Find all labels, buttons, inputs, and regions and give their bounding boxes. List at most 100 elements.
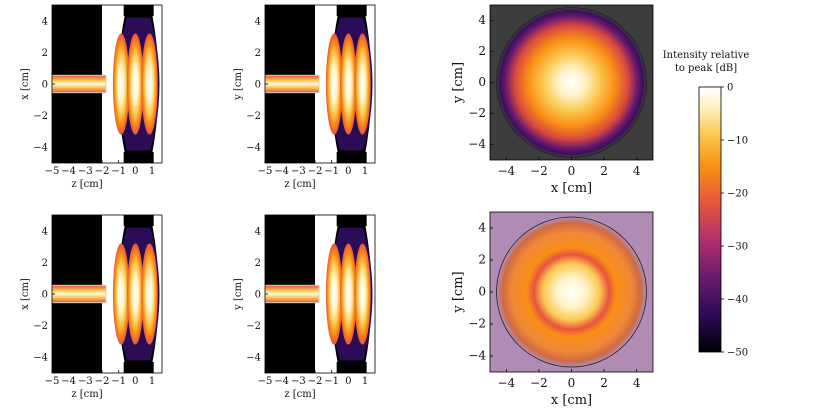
outer-region	[363, 5, 375, 163]
x-tick-label: −1	[111, 166, 126, 177]
y-tick-label: 2	[478, 44, 486, 58]
y-tick-label: 4	[42, 16, 48, 27]
y-tick-label: 4	[42, 226, 48, 237]
y-axis-label: y [cm]	[451, 62, 466, 104]
x-tick-label: −4	[61, 376, 76, 387]
y-tick-label: −4	[33, 353, 48, 364]
x-tick-label: 1	[149, 376, 155, 387]
x-tick-label: −2	[530, 164, 548, 178]
x-tick-label: −3	[291, 166, 306, 177]
y-tick-label: −4	[33, 143, 48, 154]
x-tick-label: −4	[497, 376, 515, 390]
field-lobe	[325, 33, 343, 135]
colorbar-tick-label: −30	[727, 242, 748, 253]
colorbar-gradient	[698, 86, 722, 353]
y-tick-label: 4	[478, 13, 486, 27]
waveguide-channel	[52, 284, 107, 304]
x-tick-label: −3	[78, 166, 93, 177]
top-cap	[123, 215, 154, 227]
x-axis-label: z [cm]	[71, 179, 102, 190]
x-tick-label: 0	[345, 166, 351, 177]
y-tick-label: 4	[255, 16, 261, 27]
x-tick-label: 0	[132, 376, 138, 387]
field-lobe	[340, 33, 357, 135]
x-tick-label: −4	[497, 164, 515, 178]
x-tick-label: −2	[530, 376, 548, 390]
field-lobe	[141, 243, 158, 345]
x-tick-label: 4	[633, 164, 641, 178]
x-tick-label: −2	[308, 376, 323, 387]
y-tick-label: −2	[33, 321, 48, 332]
x-tick-label: 2	[600, 376, 608, 390]
field-lobe	[127, 33, 144, 135]
heatmap-field	[52, 5, 162, 163]
waveguide-channel	[265, 284, 320, 304]
x-tick-label: −2	[95, 166, 110, 177]
x-tick-label: 1	[149, 166, 155, 177]
top-cap	[123, 5, 154, 17]
y-axis-label: y [cm]	[451, 271, 466, 313]
x-tick-label: −3	[78, 376, 93, 387]
y-tick-label: 0	[255, 80, 261, 91]
heatmap-field	[265, 5, 375, 163]
y-tick-label: −4	[246, 143, 261, 154]
bottom-cap	[336, 151, 367, 163]
field-lobe	[354, 243, 371, 345]
heatmap-field	[490, 212, 653, 372]
field-lobe	[141, 33, 158, 135]
bottom-cap	[123, 151, 154, 163]
x-tick-label: −5	[258, 376, 273, 387]
x-tick-label: 2	[600, 164, 608, 178]
x-tick-label: −5	[45, 166, 60, 177]
top-cap	[336, 5, 367, 17]
x-axis-label: z [cm]	[71, 389, 102, 400]
aperture-disc	[496, 216, 647, 368]
x-tick-label: −2	[308, 166, 323, 177]
bottom-cap	[123, 361, 154, 373]
y-tick-label: −2	[33, 111, 48, 122]
field-lobe	[112, 243, 130, 345]
x-axis-label: z [cm]	[284, 179, 315, 190]
field-lobe	[325, 243, 343, 345]
x-tick-label: −4	[274, 166, 289, 177]
x-tick-label: −2	[95, 376, 110, 387]
y-tick-label: 4	[255, 226, 261, 237]
colorbar-title-line1: Intensity relative	[663, 50, 750, 61]
y-tick-label: −2	[246, 321, 261, 332]
heatmap-field	[52, 215, 162, 373]
y-tick-label: 2	[42, 258, 48, 269]
colorbar-tick-label: −10	[727, 136, 748, 147]
x-tick-label: −1	[111, 376, 126, 387]
y-tick-label: 0	[42, 290, 48, 301]
field-lobe	[354, 33, 371, 135]
y-tick-label: 2	[478, 253, 486, 267]
field-lobe	[127, 243, 144, 345]
outer-region	[150, 215, 162, 373]
colorbar-tick-label: −40	[727, 295, 748, 306]
x-tick-label: 0	[568, 376, 576, 390]
top-cap	[336, 215, 367, 227]
y-tick-label: 2	[255, 48, 261, 59]
y-tick-label: 2	[42, 48, 48, 59]
field-lobe	[340, 243, 357, 345]
y-tick-label: −4	[468, 137, 486, 151]
outer-region	[363, 215, 375, 373]
x-tick-label: 0	[132, 166, 138, 177]
y-tick-label: −2	[468, 106, 486, 120]
heatmap-field	[490, 5, 653, 160]
x-tick-label: −5	[258, 166, 273, 177]
x-axis-label: z [cm]	[284, 389, 315, 400]
y-tick-label: 0	[478, 285, 486, 299]
bottom-cap	[336, 361, 367, 373]
x-tick-label: 0	[345, 376, 351, 387]
colorbar-tick-label: −50	[727, 348, 748, 359]
x-tick-label: −4	[61, 166, 76, 177]
y-axis-label: y [cm]	[233, 68, 244, 101]
y-axis-label: x [cm]	[20, 278, 31, 310]
aperture-disc	[496, 7, 647, 158]
y-tick-label: 0	[42, 80, 48, 91]
y-tick-label: −2	[468, 317, 486, 331]
